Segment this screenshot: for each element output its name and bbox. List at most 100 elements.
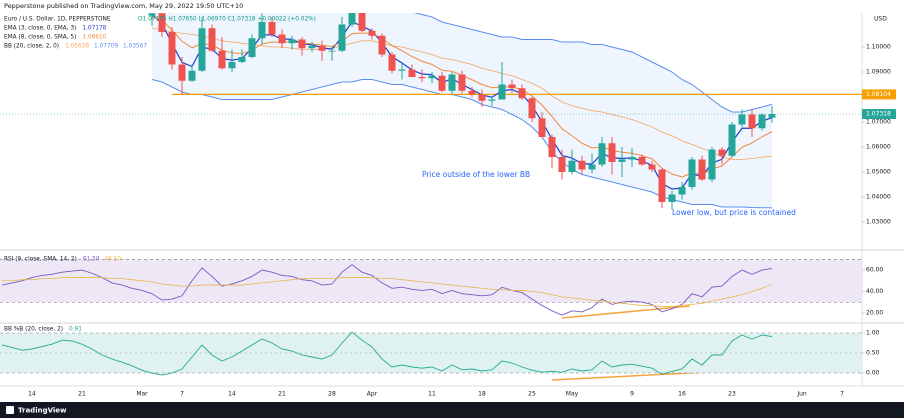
candle-body	[248, 38, 256, 57]
candle-body	[448, 74, 456, 91]
header: Pepperstone published on TradingView.com…	[4, 2, 243, 10]
candle-body	[398, 69, 406, 71]
y-tick-label: 40.00	[866, 288, 883, 295]
candle-body	[288, 39, 296, 44]
candle-body	[168, 32, 176, 65]
candle-body	[158, 13, 166, 32]
rsi-panel	[0, 258, 862, 319]
legend-value: 1.03567	[123, 44, 147, 50]
x-tick-label: 7	[840, 391, 844, 398]
candle-body	[518, 88, 526, 99]
candle-body	[188, 70, 196, 81]
candle-body	[708, 149, 716, 180]
y-tick-label: 1.05000	[866, 169, 891, 176]
candle-body	[628, 157, 636, 160]
candle-body	[748, 114, 756, 129]
annotation: Lower low, but price is contained	[672, 208, 796, 217]
legend-label: BB (20, close, 2, 0)	[4, 44, 59, 50]
x-tick-label: 7	[180, 391, 184, 398]
candle-body	[678, 187, 686, 195]
candle-body	[688, 159, 696, 187]
ohlc-legend: O1.07175 H1.07650 L1.06970 C1.07318 +0.0…	[138, 17, 316, 23]
x-tick-label: 11	[428, 391, 436, 398]
bbpb-panel	[0, 331, 862, 381]
candle-body	[228, 62, 236, 69]
candle-body	[378, 35, 386, 55]
candle-body	[558, 157, 566, 172]
candle-body	[728, 124, 736, 156]
indicator-line	[1, 264, 773, 316]
legend-value: 1.05638	[65, 44, 89, 50]
candle-body	[488, 99, 496, 101]
y-tick-label: 0.50	[866, 350, 880, 357]
candle-body	[368, 30, 376, 36]
candle-body	[408, 69, 416, 77]
legend-value: 1.07709	[94, 44, 118, 50]
candle-body	[438, 75, 446, 91]
candle-body	[718, 149, 726, 156]
candle-body	[648, 164, 656, 170]
y-tick-label: 1.03000	[866, 219, 891, 226]
x-tick-label: 9	[630, 391, 634, 398]
bb-upper	[413, 13, 773, 113]
band-fill	[0, 259, 862, 303]
x-tick-label: 23	[728, 391, 736, 398]
candle-body	[608, 143, 616, 162]
legend-label: EMA (8, close, 0, SMA, 5)	[4, 35, 76, 41]
currency-label: USD	[874, 16, 887, 23]
candle-body	[588, 164, 596, 170]
candle-body	[178, 64, 186, 81]
candle-body	[538, 118, 546, 137]
x-tick-label: 14	[228, 391, 236, 398]
candle-body	[218, 50, 226, 69]
candle-body	[738, 114, 746, 125]
candle-body	[338, 24, 346, 51]
main-panel	[148, 13, 862, 210]
candle-body	[208, 28, 216, 51]
y-tick-label: 1.00	[866, 330, 880, 337]
candle-body	[458, 74, 466, 91]
candle-body	[548, 137, 556, 157]
candle-body	[578, 160, 586, 170]
x-tick-label: 21	[278, 391, 286, 398]
legend-value: 46.50	[104, 257, 121, 263]
candle-body	[658, 169, 666, 202]
footer-logo: TradingView	[18, 407, 67, 415]
x-tick-label: 21	[78, 391, 86, 398]
y-tick-label: 1.04000	[866, 194, 891, 201]
candle-body	[758, 114, 766, 129]
symbol-title: Euro / U.S. Dollar, 1D, PEPPERSTONE	[4, 17, 111, 23]
y-tick-label: 20.00	[866, 309, 883, 316]
candle-body	[668, 194, 676, 202]
trend-line	[561, 305, 691, 319]
candle-body	[268, 22, 276, 35]
legend-value: 61.50	[83, 257, 100, 263]
y-tick-label: 1.07000	[866, 119, 891, 126]
y-tick-label: 0.00	[866, 370, 880, 377]
x-tick-label: 18	[478, 391, 486, 398]
candle-body	[308, 45, 316, 49]
legend-value: 1.06610	[82, 35, 106, 41]
candle-body	[768, 114, 776, 118]
candle-body	[358, 13, 366, 31]
indicator-legend: BB %B (20, close, 2)	[4, 327, 63, 333]
candle-body	[318, 45, 326, 51]
candle-body	[328, 50, 336, 52]
indicator-line	[2, 277, 773, 307]
annotation: Price outside of the lower BB	[422, 170, 530, 179]
x-tick-label: 14	[28, 391, 36, 398]
legend-label: EMA (3, close, 0, EMA, 3)	[4, 26, 76, 32]
bb-fill	[152, 13, 772, 208]
candle-body	[258, 22, 266, 39]
price-tag	[862, 109, 896, 120]
candle-body	[568, 160, 576, 172]
x-tick-label: May	[566, 391, 579, 398]
candle-body	[428, 75, 436, 79]
x-tick-label: Mar	[136, 391, 148, 398]
candle-body	[418, 77, 426, 79]
candle-body	[198, 28, 206, 71]
level-tag	[862, 89, 896, 100]
candle-body	[238, 57, 246, 62]
candle-body	[278, 34, 286, 44]
